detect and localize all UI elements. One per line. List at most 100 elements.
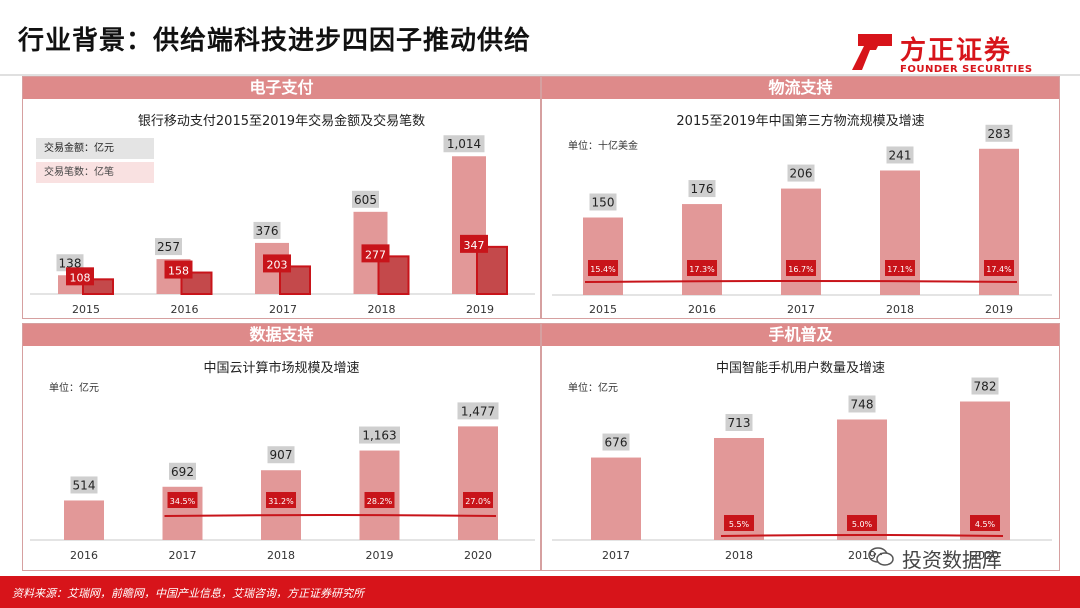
- mobile-value-label-box: [848, 395, 876, 413]
- legend-count: 交易笔数：亿笔: [36, 162, 154, 183]
- payment-amount-label-box: [443, 135, 485, 153]
- data-tick-label: 2016: [70, 549, 98, 562]
- payment-amount-label: 1,014: [447, 137, 481, 151]
- payment-amount-label-box: [352, 190, 379, 208]
- logistics-rate-label: 17.1%: [887, 265, 913, 274]
- data-value-label-box: [457, 402, 499, 420]
- payment-amount-label: 138: [59, 256, 82, 270]
- mobile-rate-label: 5.5%: [729, 520, 750, 529]
- chart-logistics-title: 2015至2019年中国第三方物流规模及增速: [676, 114, 925, 129]
- mobile-value-label: 676: [605, 436, 628, 450]
- logistics-rate-label-box: [984, 260, 1014, 276]
- data-value-label: 907: [270, 448, 293, 462]
- data-rate-label: 31.2%: [268, 497, 294, 506]
- data-bar: [458, 426, 498, 540]
- chart-mobile-title: 中国智能手机用户数量及增速: [715, 361, 885, 376]
- logistics-value-label: 150: [592, 196, 615, 210]
- logistics-value-label: 283: [988, 127, 1011, 141]
- data-tick-label: 2020: [464, 549, 492, 562]
- payment-amount-label: 257: [157, 240, 180, 254]
- data-value-label: 514: [73, 478, 96, 492]
- payment-tick-label: 2018: [368, 303, 396, 316]
- logistics-value-label-box: [589, 193, 617, 211]
- chart-logistics-unit: 单位：十亿美金: [568, 141, 638, 152]
- logistics-tick-label: 2017: [787, 303, 815, 316]
- logistics-value-label-box: [688, 180, 716, 198]
- panel-mobile-header: 手机普及: [542, 324, 1059, 346]
- mobile-rate-label-box: [724, 515, 754, 531]
- founder-logo-icon: [852, 34, 892, 70]
- footer-bar: 资料来源：艾瑞网，前瞻网，中国产业信息，艾瑞咨询，方正证券研究所: [0, 576, 1080, 608]
- logistics-bar: [682, 204, 722, 295]
- mobile-rate-label: 4.5%: [975, 520, 996, 529]
- data-value-label: 692: [171, 465, 194, 479]
- payment-amount-label: 605: [354, 193, 377, 207]
- logistics-tick-label: 2015: [589, 303, 617, 316]
- data-rate-label: 34.5%: [170, 497, 196, 506]
- payment-count-label: 203: [267, 258, 288, 271]
- payment-count-label-box: [460, 234, 488, 253]
- logistics-rate-label-box: [885, 260, 915, 276]
- data-value-label-box: [70, 476, 98, 494]
- logistics-value-label: 176: [691, 182, 714, 196]
- payment-amount-label-box: [155, 238, 182, 256]
- logistics-tick-label: 2019: [985, 303, 1013, 316]
- data-rate-label-box: [364, 492, 395, 508]
- data-rate-label-box: [266, 492, 296, 508]
- footer-source: 资料来源：艾瑞网，前瞻网，中国产业信息，艾瑞咨询，方正证券研究所: [12, 587, 364, 600]
- logistics-rate-line: [584, 280, 1018, 283]
- mobile-value-label: 782: [974, 380, 997, 394]
- logistics-tick-label: 2016: [688, 303, 716, 316]
- payment-tick-label: 2015: [72, 303, 100, 316]
- data-rate-line: [164, 514, 497, 517]
- data-tick-label: 2019: [366, 549, 394, 562]
- data-tick-label: 2018: [267, 549, 295, 562]
- data-rate-label: 27.0%: [465, 497, 491, 506]
- payment-count-label: 108: [70, 271, 91, 284]
- mobile-value-label-box: [602, 433, 630, 451]
- mobile-tick-label: 2020: [971, 549, 999, 562]
- mobile-value-label: 748: [851, 397, 874, 411]
- data-value-label: 1,477: [461, 404, 495, 418]
- logistics-value-label-box: [886, 146, 914, 164]
- logistics-rate-label: 17.3%: [689, 265, 715, 274]
- logistics-bar: [583, 217, 623, 295]
- chart-payment-title: 银行移动支付2015至2019年交易金额及交易笔数: [137, 114, 426, 129]
- payment-count-bar: [476, 245, 508, 296]
- logistics-value-label: 241: [889, 148, 912, 162]
- logistics-rate-label-box: [786, 260, 816, 276]
- data-rate-label: 28.2%: [367, 497, 393, 506]
- payment-count-label: 158: [168, 265, 189, 278]
- data-rate-label-box: [167, 492, 198, 508]
- mobile-value-label-box: [725, 413, 753, 431]
- data-value-label-box: [169, 462, 196, 480]
- mobile-tick-label: 2018: [725, 549, 753, 562]
- payment-count-label-box: [66, 267, 94, 286]
- payment-tick-label: 2016: [171, 303, 199, 316]
- data-rate-label-box: [463, 492, 493, 508]
- payment-count-label-box: [361, 244, 390, 263]
- logistics-value-label-box: [985, 124, 1013, 142]
- panel-payment-header: 电子支付: [23, 77, 540, 99]
- payment-count-label: 277: [365, 248, 386, 261]
- mobile-value-label-box: [971, 377, 999, 395]
- header-divider: [0, 74, 1080, 76]
- data-value-label: 1,163: [362, 429, 396, 443]
- payment-amount-label-box: [253, 221, 281, 239]
- mobile-rate-label-box: [970, 515, 1000, 531]
- logistics-rate-label-box: [687, 260, 717, 276]
- payment-amount-label-box: [56, 254, 84, 272]
- panel-data-header: 数据支持: [23, 324, 540, 346]
- legend-amount: 交易金额：亿元: [36, 138, 154, 159]
- watermark-text: 投资数据库: [902, 548, 1002, 572]
- payment-count-label-box: [164, 260, 193, 279]
- logistics-tick-label: 2018: [886, 303, 914, 316]
- brand-name-cn: 方正证券: [900, 36, 1013, 66]
- mobile-bar: [591, 457, 641, 540]
- logistics-bar: [880, 170, 920, 295]
- panel-logistics-header: 物流支持: [542, 77, 1059, 99]
- data-value-label-box: [359, 426, 400, 444]
- wechat-icon: [868, 547, 894, 566]
- mobile-tick-label: 2017: [602, 549, 630, 562]
- chart-mobile-unit: 单位：亿元: [568, 383, 618, 394]
